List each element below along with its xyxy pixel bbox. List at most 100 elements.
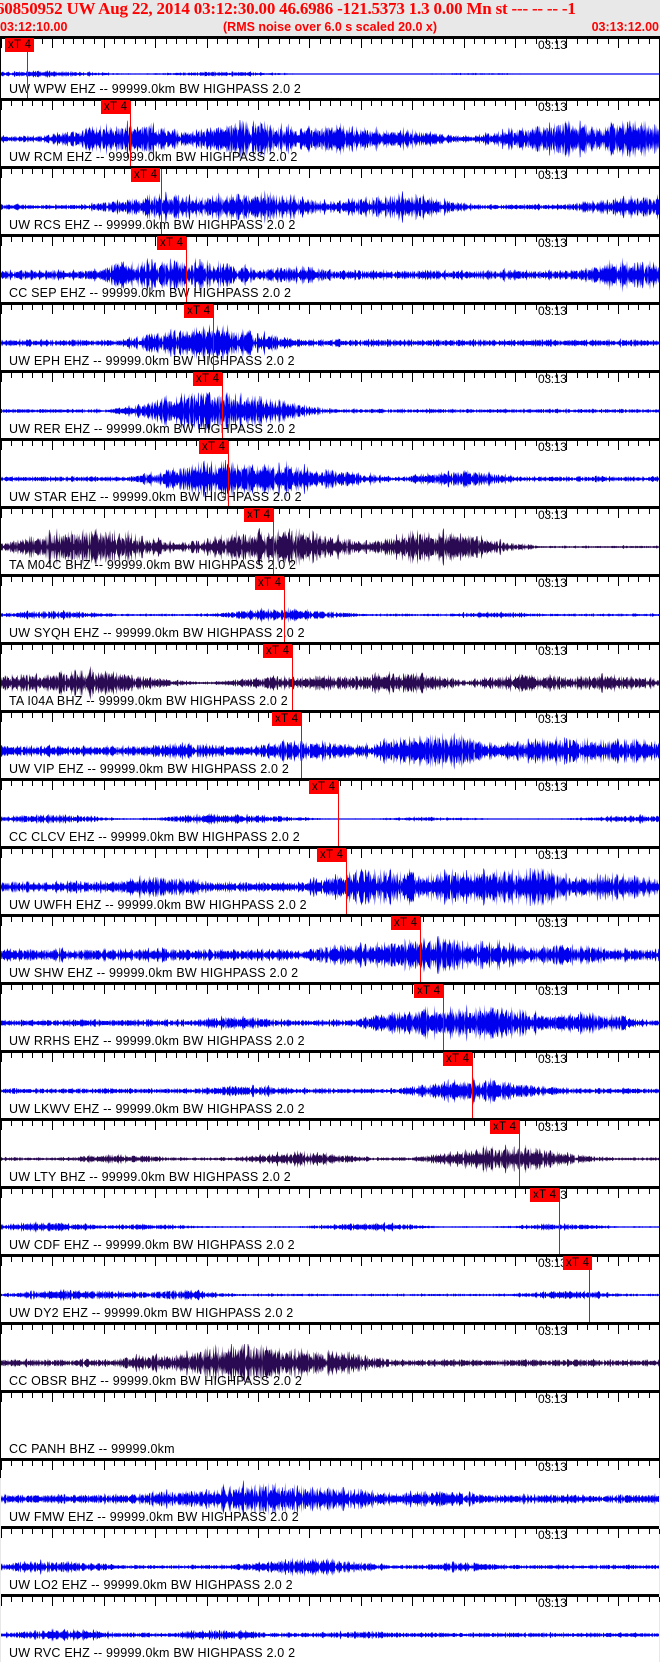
axis-tick — [381, 169, 382, 174]
trace-row[interactable]: 03:13 UW FMW EHZ -- 99999.0km BW HIGHPASS… — [1, 1458, 660, 1526]
axis-tick — [155, 781, 156, 790]
trace-row[interactable]: 03:13 TA I04A BHZ -- 99999.0km BW HIGHPAS… — [1, 642, 660, 710]
scale-badge[interactable]: xT 4 — [263, 644, 293, 658]
trace-row[interactable]: 03:13 UW UWFH EHZ -- 99999.0km BW HIGHPAS… — [1, 846, 660, 914]
pick-marker-line[interactable] — [338, 781, 339, 846]
scale-badge[interactable]: xT 4 — [101, 100, 131, 114]
trace-row[interactable]: 03:13 UW WPW EHZ -- 99999.0km BW HIGHPASS… — [1, 36, 660, 98]
axis-tick — [515, 39, 516, 48]
scale-badge[interactable]: xT 4 — [199, 440, 229, 454]
trace-row[interactable]: 03:13 UW RRHS EHZ -- 99999.0km BW HIGHPAS… — [1, 982, 660, 1050]
trace-row[interactable]: 03:13 UW RCS EHZ -- 99999.0km BW HIGHPASS… — [1, 166, 660, 234]
scale-badge[interactable]: xT 4 — [391, 916, 421, 930]
scale-badge[interactable]: xT 4 — [5, 38, 35, 52]
scale-badge[interactable]: xT 4 — [193, 372, 223, 386]
scale-badge[interactable]: xT 4 — [490, 1120, 520, 1134]
scale-badge[interactable]: xT 4 — [131, 168, 161, 182]
scale-badge[interactable]: xT 4 — [272, 712, 302, 726]
axis-tick — [104, 985, 105, 994]
scale-badge[interactable]: xT 4 — [255, 576, 285, 590]
axis-tick — [351, 1529, 352, 1534]
axis-tick — [83, 645, 84, 650]
trace-row[interactable]: 03:13 CC CLCV EHZ -- 99999.0km BW HIGHPAS… — [1, 778, 660, 846]
axis-tick — [268, 169, 269, 174]
axis-tick — [597, 1121, 598, 1126]
trace-row[interactable]: 03:13 UW RVC EHZ -- 99999.0km BW HIGHPASS… — [1, 1594, 660, 1662]
axis-tick — [248, 1325, 249, 1330]
trace-row[interactable]: 03:13 UW SHW EHZ -- 99999.0km BW HIGHPASS… — [1, 914, 660, 982]
axis-tick — [495, 1053, 496, 1058]
scale-badge[interactable]: xT 4 — [244, 508, 274, 522]
axis-tick — [423, 1529, 424, 1534]
scale-badge[interactable]: xT 4 — [157, 236, 187, 250]
axis-tick — [556, 781, 557, 786]
axis-tick — [433, 917, 434, 922]
axis-tick — [525, 985, 526, 990]
scale-badge[interactable]: xT 4 — [414, 984, 444, 998]
pick-marker-line[interactable] — [301, 713, 302, 778]
axis-tick — [166, 1325, 167, 1330]
axis-tick — [392, 305, 393, 310]
trace-row[interactable]: 03:13 CC PANH BHZ -- 99999.0km — [1, 1390, 660, 1458]
axis-tick — [22, 237, 23, 242]
trace-row[interactable]: 03:13 UW STAR EHZ -- 99999.0km BW HIGHPAS… — [1, 438, 660, 506]
pick-marker-line[interactable] — [472, 1053, 473, 1118]
trace-row[interactable]: 03:13 UW DY2 EHZ -- 99999.0km BW HIGHPASS… — [1, 1254, 660, 1322]
trace-row[interactable]: 03:13 UW RCM EHZ -- 99999.0km BW HIGHPASS… — [1, 98, 660, 166]
scale-badge[interactable]: xT 4 — [530, 1188, 560, 1202]
trace-row[interactable]: 03:13 UW LKWV EHZ -- 99999.0km BW HIGHPAS… — [1, 1050, 660, 1118]
scale-badge[interactable]: xT 4 — [184, 304, 214, 318]
pick-marker-line[interactable] — [420, 917, 421, 982]
axis-tick — [124, 781, 125, 786]
axis-time-label: 03:13 — [538, 440, 567, 454]
axis-tick — [83, 577, 84, 582]
axis-tick — [145, 237, 146, 242]
axis-tick — [361, 577, 362, 586]
pick-marker-line[interactable] — [273, 509, 274, 574]
pick-marker-line[interactable] — [443, 985, 444, 1050]
trace-row[interactable]: 03:13 UW LO2 EHZ -- 99999.0km BW HIGHPASS… — [1, 1526, 660, 1594]
trace-row[interactable]: 03:13 TA M04C BHZ -- 99999.0km BW HIGHPAS… — [1, 506, 660, 574]
pick-marker-line[interactable] — [589, 1257, 590, 1322]
trace-row[interactable]: 03:13 UW VIP EHZ -- 99999.0km BW HIGHPASS… — [1, 710, 660, 778]
trace-row[interactable]: 03:13 CC OBSR BHZ -- 99999.0km BW HIGHPAS… — [1, 1322, 660, 1390]
axis-tick — [597, 917, 598, 922]
pick-marker-line[interactable] — [161, 169, 162, 234]
axis-tick — [124, 1393, 125, 1398]
scale-badge[interactable]: xT 4 — [317, 848, 347, 862]
axis-tick — [340, 101, 341, 106]
axis-tick — [515, 577, 516, 586]
axis-tick — [495, 917, 496, 922]
trace-row[interactable]: 03:13 UW LTY BHZ -- 99999.0km BW HIGHPASS… — [1, 1118, 660, 1186]
trace-row[interactable]: 03:13 UW SYQH EHZ -- 99999.0km BW HIGHPAS… — [1, 574, 660, 642]
scale-badge[interactable]: xT 4 — [443, 1052, 473, 1066]
pick-marker-line[interactable] — [346, 849, 347, 914]
pick-marker-line[interactable] — [213, 305, 214, 370]
trace-row[interactable]: 03:13 UW RER EHZ -- 99999.0km BW HIGHPASS… — [1, 370, 660, 438]
axis-tick — [1, 1529, 2, 1538]
scale-badge[interactable]: xT 4 — [563, 1256, 593, 1270]
pick-marker-line[interactable] — [130, 101, 131, 166]
axis-tick — [299, 39, 300, 44]
axis-tick — [351, 781, 352, 786]
axis-tick — [392, 645, 393, 650]
trace-row[interactable]: 03:13 UW EPH EHZ -- 99999.0km BW HIGHPASS… — [1, 302, 660, 370]
axis-tick — [433, 849, 434, 854]
axis-tick — [279, 1121, 280, 1126]
pick-marker-line[interactable] — [292, 645, 293, 710]
pick-marker-line[interactable] — [559, 1189, 560, 1254]
scale-badge[interactable]: xT 4 — [309, 780, 339, 794]
axis-tick — [340, 1053, 341, 1058]
axis-tick — [330, 1325, 331, 1330]
pick-marker-line[interactable] — [27, 39, 28, 98]
axis-tick — [423, 577, 424, 582]
pick-marker-line[interactable] — [519, 1121, 520, 1186]
pick-marker-line[interactable] — [284, 577, 285, 642]
axis-tick — [361, 305, 362, 314]
pick-marker-line[interactable] — [222, 373, 223, 438]
trace-row[interactable]: 03:13 CC SEP EHZ -- 99999.0km BW HIGHPASS… — [1, 234, 660, 302]
pick-marker-line[interactable] — [228, 441, 229, 506]
pick-marker-line[interactable] — [186, 237, 187, 302]
axis-tick — [1, 1393, 2, 1402]
